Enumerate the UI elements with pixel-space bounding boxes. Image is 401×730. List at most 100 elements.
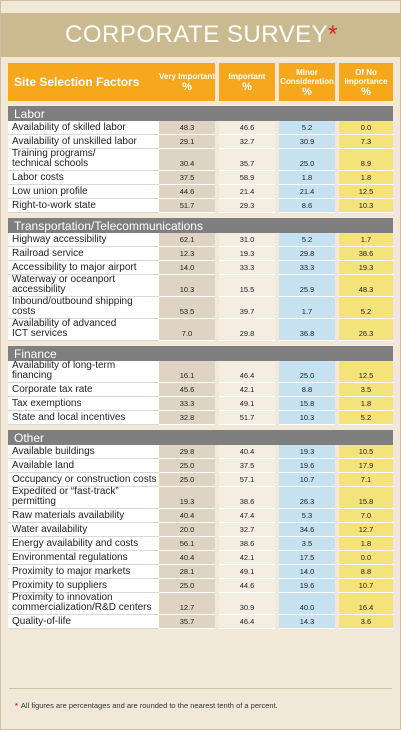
value-cell: 5.2 — [279, 121, 335, 135]
footnote-text: All figures are percentages and are roun… — [20, 701, 278, 710]
factor-label: Tax exemptions — [8, 397, 159, 411]
value-cell: 34.6 — [279, 523, 335, 537]
table-row: Inbound/outbound shipping costs 53.5 39.7 1… — [8, 297, 393, 319]
table-row: Training programs/ technical schools 30.4… — [8, 149, 393, 171]
value-cell: 49.1 — [219, 565, 275, 579]
factor-label: Energy availability and costs — [8, 537, 159, 551]
value-cell: 10.3 — [339, 199, 393, 213]
header-very-important: Very Important% — [159, 63, 215, 101]
value-cell: 12.7 — [339, 523, 393, 537]
factor-label: Low union profile — [8, 185, 159, 199]
value-cell: 16.1 — [159, 361, 215, 383]
value-cell: 29.8 — [279, 247, 335, 261]
factor-label: Availability of advanced ICT services — [8, 319, 159, 341]
table-header-row: Site Selection Factors Very Important% I… — [8, 63, 393, 101]
value-cell: 26.3 — [339, 319, 393, 341]
value-cell: 0.0 — [339, 121, 393, 135]
value-cell: 1.7 — [279, 297, 335, 319]
value-cell: 1.8 — [339, 397, 393, 411]
value-cell: 38.6 — [219, 537, 275, 551]
survey-table: Site Selection Factors Very Important% I… — [8, 63, 393, 629]
table-row: Proximity to major markets 28.1 49.1 14.0 8.… — [8, 565, 393, 579]
factor-label: Expedited or “fast-track” permitting — [8, 487, 159, 509]
value-cell: 62.1 — [159, 233, 215, 247]
header-factor: Site Selection Factors — [8, 63, 159, 101]
factor-label: Water availability — [8, 523, 159, 537]
value-cell: 30.9 — [279, 135, 335, 149]
value-cell: 5.3 — [279, 509, 335, 523]
value-cell: 32.7 — [219, 135, 275, 149]
title-text: CORPORATE SURVEY — [64, 21, 329, 48]
header-no-importance: Of No Importance% — [339, 63, 393, 101]
value-cell: 3.5 — [339, 383, 393, 397]
factor-label: Environmental regulations — [8, 551, 159, 565]
value-cell: 51.7 — [159, 199, 215, 213]
value-cell: 10.3 — [159, 275, 215, 297]
table-row: Railroad service 12.3 19.3 29.8 38.6 — [8, 247, 393, 261]
factor-label: Corporate tax rate — [8, 383, 159, 397]
footnote-asterisk: * — [15, 701, 18, 710]
table-row: Quality-of-life 35.7 46.4 14.3 3.6 — [8, 615, 393, 629]
value-cell: 21.4 — [219, 185, 275, 199]
value-cell: 14.0 — [279, 565, 335, 579]
table-row: Proximity to suppliers 25.0 44.6 19.6 10.7 — [8, 579, 393, 593]
table-row: Availability of advanced ICT services 7.0… — [8, 319, 393, 341]
value-cell: 8.8 — [339, 565, 393, 579]
value-cell: 56.1 — [159, 537, 215, 551]
factor-label: Inbound/outbound shipping costs — [8, 297, 159, 319]
value-cell: 32.7 — [219, 523, 275, 537]
value-cell: 12.5 — [339, 185, 393, 199]
value-cell: 1.8 — [279, 171, 335, 185]
table-row: Low union profile 44.6 21.4 21.4 12.5 — [8, 185, 393, 199]
value-cell: 46.6 — [219, 121, 275, 135]
factor-label: Quality-of-life — [8, 615, 159, 629]
header-unit: % — [242, 81, 252, 93]
value-cell: 19.3 — [159, 487, 215, 509]
factor-label: Right-to-work state — [8, 199, 159, 213]
value-cell: 5.2 — [339, 297, 393, 319]
value-cell: 49.1 — [219, 397, 275, 411]
value-cell: 53.5 — [159, 297, 215, 319]
section-title: Other — [8, 430, 393, 445]
value-cell: 45.6 — [159, 383, 215, 397]
value-cell: 47.4 — [219, 509, 275, 523]
value-cell: 44.6 — [219, 579, 275, 593]
header-unit: % — [182, 81, 192, 93]
value-cell: 36.8 — [279, 319, 335, 341]
header-very-important-label: Very Important — [159, 72, 216, 81]
factor-label: Raw materials availability — [8, 509, 159, 523]
factor-label: Railroad service — [8, 247, 159, 261]
value-cell: 21.4 — [279, 185, 335, 199]
section-header-row: Other — [8, 430, 393, 445]
factor-label: Labor costs — [8, 171, 159, 185]
value-cell: 7.3 — [339, 135, 393, 149]
value-cell: 0.0 — [339, 551, 393, 565]
value-cell: 5.2 — [279, 233, 335, 247]
factor-label: Availability of unskilled labor — [8, 135, 159, 149]
value-cell: 7.0 — [159, 319, 215, 341]
table-row: Occupancy or construction costs 25.0 57.1 1… — [8, 473, 393, 487]
value-cell: 14.0 — [159, 261, 215, 275]
section-header-row: Labor — [8, 106, 393, 121]
value-cell: 35.7 — [219, 149, 275, 171]
value-cell: 19.3 — [339, 261, 393, 275]
value-cell: 15.8 — [339, 487, 393, 509]
table-row: Availability of long-term financing 16.1 4… — [8, 361, 393, 383]
value-cell: 39.7 — [219, 297, 275, 319]
section-title: Finance — [8, 346, 393, 361]
footnote: * All figures are percentages and are rou… — [9, 688, 392, 722]
value-cell: 40.4 — [159, 509, 215, 523]
value-cell: 57.1 — [219, 473, 275, 487]
value-cell: 42.1 — [219, 383, 275, 397]
value-cell: 33.3 — [219, 261, 275, 275]
table-row: Expedited or “fast-track” permitting 19.3… — [8, 487, 393, 509]
value-cell: 25.0 — [159, 459, 215, 473]
table-row: Environmental regulations 40.4 42.1 17.5 0.0 — [8, 551, 393, 565]
header-important: Important% — [219, 63, 275, 101]
factor-label: Proximity to innovation commercializatio… — [8, 593, 159, 615]
value-cell: 3.5 — [279, 537, 335, 551]
table-row: Waterway or oceanport accessibility 10.3 1… — [8, 275, 393, 297]
value-cell: 12.3 — [159, 247, 215, 261]
value-cell: 46.4 — [219, 361, 275, 383]
table-row: Water availability 20.0 32.7 34.6 12.7 — [8, 523, 393, 537]
